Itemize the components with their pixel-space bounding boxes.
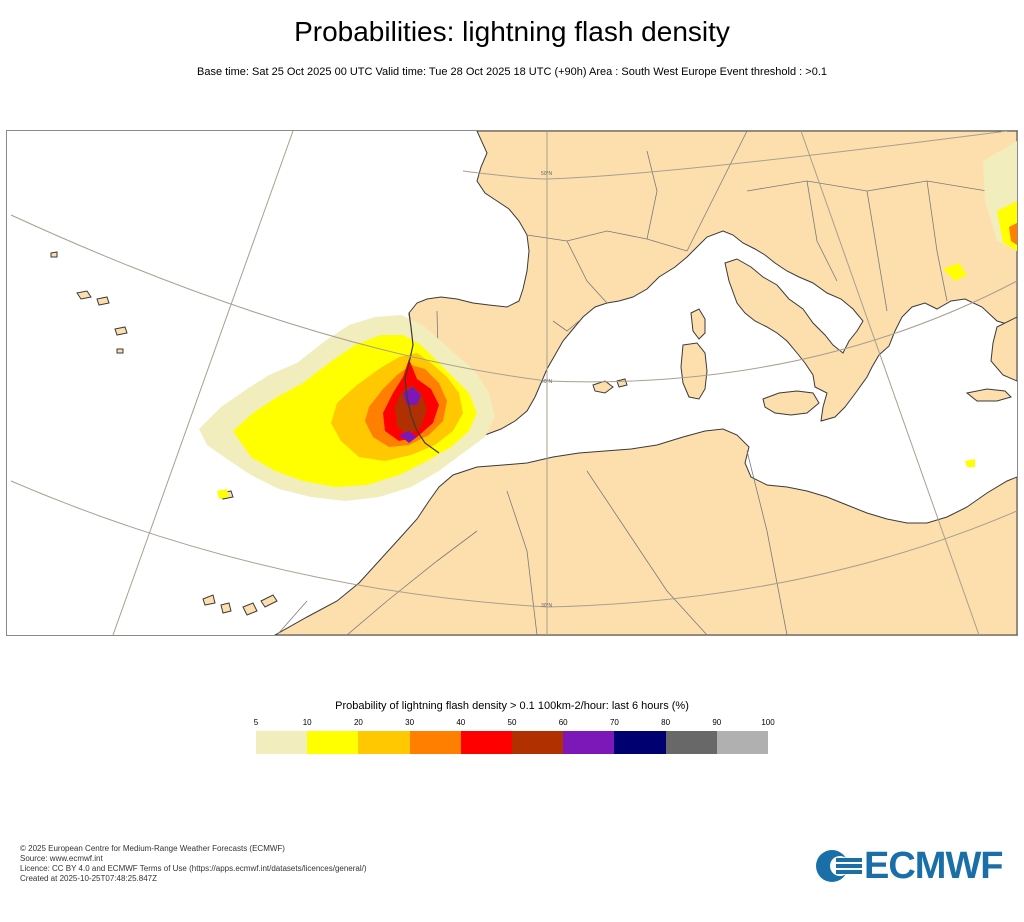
legend-swatch-8 (665, 731, 717, 754)
graticule-label-50n: 50°N (541, 171, 553, 177)
legend-tick-label: 70 (609, 718, 619, 727)
legend-swatch-4 (460, 731, 513, 754)
ecmwf-logo-icon (816, 850, 862, 882)
legend-tick-label: 80 (661, 718, 671, 727)
land-africa (273, 428, 1017, 635)
map-canvas: 50°N 40°N 30°N (10, 131, 1017, 635)
coast-iberia (404, 312, 440, 454)
land-sicily (762, 390, 820, 416)
graticule-label-40n: 40°N (541, 379, 553, 385)
legend-swatch-7 (614, 731, 666, 754)
legend-tick-label: 100 (761, 718, 775, 727)
legend-title: Probability of lightning flash density >… (335, 700, 689, 712)
graticule-labels: 50°N 40°N 30°N (541, 171, 553, 609)
legend-tick-label: 90 (712, 718, 722, 727)
land-azores-4 (50, 251, 58, 258)
prob-aegean-10 (943, 263, 967, 281)
graticule-label-30n: 30°N (541, 603, 553, 609)
forecast-map[interactable]: 50°N 40°N 30°N (6, 130, 1018, 636)
land-turkey (990, 316, 1017, 382)
footer-copyright: © 2025 European Centre for Medium-Range … (20, 844, 285, 853)
graticule-layer (10, 131, 1017, 635)
legend-swatch-1 (307, 731, 359, 754)
land-canary-4 (202, 594, 216, 606)
borders-layer (276, 131, 988, 635)
legend-swatch-2 (358, 731, 410, 754)
legend-tick-label: 30 (405, 718, 415, 727)
legend-tick-label: 40 (456, 718, 466, 727)
land-crete (965, 388, 1012, 402)
land-menorca (616, 378, 628, 388)
legend-swatch-5 (512, 731, 564, 754)
ecmwf-logo-text: ECMWF (864, 844, 1004, 887)
prob-east-30 (1009, 223, 1017, 245)
footer-credits: © 2025 European Centre for Medium-Range … (20, 844, 367, 884)
legend-tick-label: 50 (507, 718, 517, 727)
footer-licence: Licence: CC BY 4.0 and ECMWF Terms of Us… (20, 864, 367, 873)
legend-swatch-3 (409, 731, 461, 754)
legend-tick-label: 5 (253, 718, 259, 727)
footer-source: Source: www.ecmwf.int (20, 854, 103, 863)
legend-tick-label: 10 (302, 718, 312, 727)
chart-subtitle: Base time: Sat 25 Oct 2025 00 UTC Valid … (197, 66, 827, 78)
legend-swatch-0 (256, 731, 308, 754)
land-azores-3 (114, 326, 128, 336)
land-azores-5 (116, 348, 124, 354)
land-sardinia (680, 342, 708, 400)
chart-title: Probabilities: lightning flash density (294, 16, 730, 47)
legend-tick-label: 20 (353, 718, 363, 727)
land-canary-3 (260, 594, 278, 608)
land-canary-1 (220, 602, 232, 614)
legend-swatch-6 (563, 731, 615, 754)
legend-colorbar (256, 731, 769, 754)
ecmwf-logo: ECMWF (814, 844, 1006, 887)
prob-libya (965, 459, 975, 467)
prob-canary (217, 489, 229, 499)
land-azores-1 (76, 290, 92, 300)
legend-ticks: 5 10 20 30 40 50 60 70 80 90 100 (0, 718, 1024, 730)
probability-layer (199, 141, 1017, 501)
legend-tick-label: 60 (558, 718, 568, 727)
land-azores-2 (96, 296, 110, 306)
legend-swatch-9 (716, 731, 769, 754)
land-canary-2 (242, 602, 258, 616)
land-mallorca (592, 380, 614, 394)
land-europe (404, 131, 1017, 454)
land-layer (50, 131, 1017, 635)
land-corsica (690, 308, 706, 340)
footer-created: Created at 2025-10-25T07:48:25.847Z (20, 874, 157, 883)
prob-60-south (399, 431, 417, 443)
